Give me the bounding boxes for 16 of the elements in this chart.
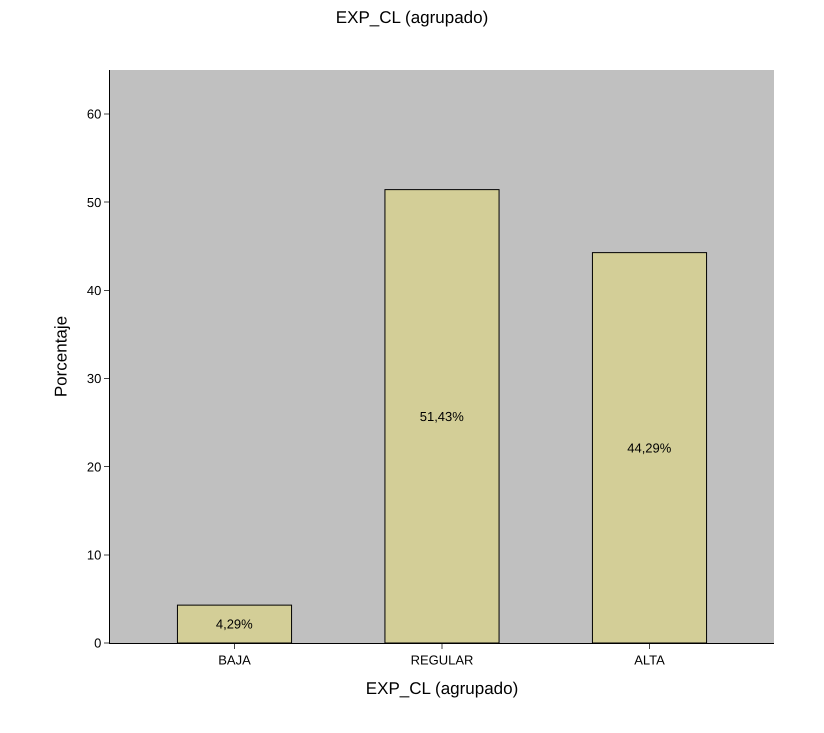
y-tick-label: 30 bbox=[86, 371, 102, 386]
y-tick-label: 10 bbox=[86, 547, 102, 562]
y-tick-label: 0 bbox=[94, 636, 102, 651]
y-axis-title: Porcentaje bbox=[51, 316, 70, 398]
x-tick-label: REGULAR bbox=[410, 652, 474, 668]
x-tick-label: ALTA bbox=[634, 652, 666, 668]
y-tick-label: 20 bbox=[86, 459, 102, 474]
y-tick-label: 50 bbox=[86, 194, 102, 210]
data-label: 51,43% bbox=[420, 408, 464, 424]
data-label: 4,29% bbox=[216, 616, 254, 632]
y-tick-label: 60 bbox=[86, 106, 102, 122]
y-tick-label: 40 bbox=[86, 282, 102, 298]
chart-title: EXP_CL (agrupado) bbox=[336, 8, 488, 27]
x-axis-title: EXP_CL (agrupado) bbox=[366, 679, 518, 698]
x-tick-label: BAJA bbox=[218, 652, 252, 668]
data-label: 44,29% bbox=[627, 440, 672, 456]
